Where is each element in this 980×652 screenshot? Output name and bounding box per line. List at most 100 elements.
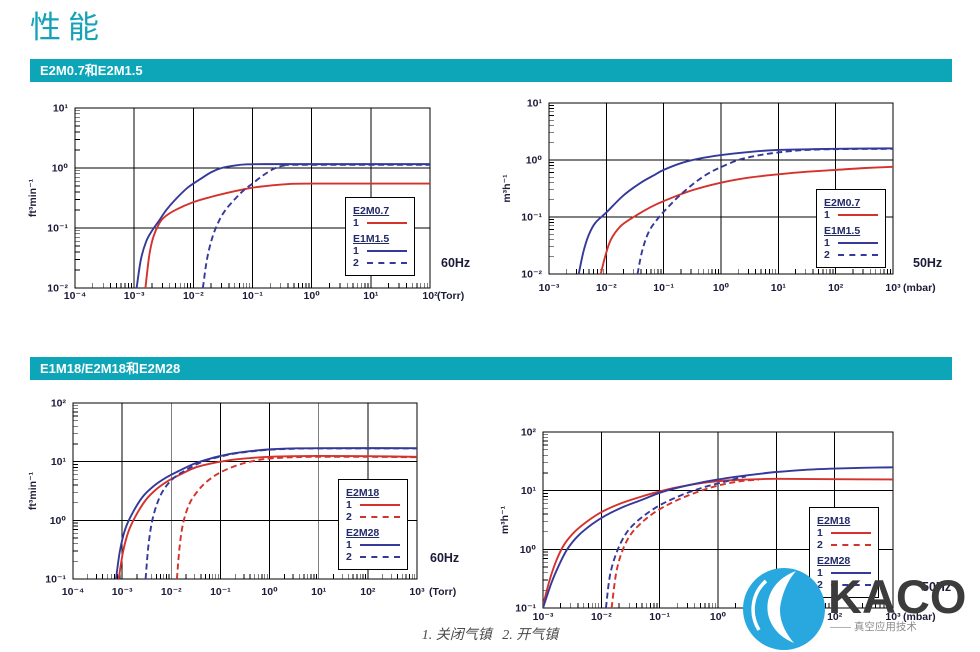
series-e2m0.7-1 [144, 182, 431, 289]
y-tick-label: 10⁰ [520, 544, 537, 556]
x-tick-label: 10⁻² [183, 290, 204, 302]
legend-title: E1M1.5 [353, 233, 390, 245]
page-title: 性能 [30, 10, 106, 45]
y-tick-label: 10¹ [51, 456, 67, 468]
legend-chart-3: E2M18 1 2 E2M28 1 2 [338, 479, 408, 570]
axis-labels: 10⁻³ 10⁻² 10⁻¹ 10⁰ 10¹ 10² 10³ (mbar)10¹10⁰10⁻¹… [501, 98, 936, 295]
x-tick-label: 10⁰ [713, 282, 730, 294]
legend-line-sample [831, 584, 871, 586]
series-group [115, 447, 418, 580]
y-tick-label: 10² [51, 398, 67, 410]
legend-title: E2M18 [817, 515, 851, 527]
legend-entry: 1 [353, 245, 407, 257]
x-tick-label: 10¹ [771, 282, 787, 294]
legend-title: E2M0.7 [353, 205, 390, 217]
y-axis-title: ft³min⁻¹ [27, 471, 39, 510]
legend-line-sample [360, 544, 400, 546]
legend-line-sample [360, 556, 400, 558]
legend-line-sample [360, 516, 400, 518]
x-tick-label: 10⁰ [710, 611, 727, 623]
legend-line-sample [367, 222, 407, 224]
x-unit-label: (Torr) [437, 290, 464, 302]
grid [72, 402, 418, 580]
x-tick-label: 10⁻³ [112, 586, 133, 598]
x-tick-label: 10² [827, 611, 843, 623]
legend-entry-label: 1 [824, 237, 830, 249]
x-tick-label: 10⁻¹ [653, 282, 674, 294]
legend-entry: 2 [824, 249, 878, 261]
x-unit-label: (mbar) [903, 282, 936, 294]
kaco-brand-text: KACO [828, 570, 967, 623]
legend-entry: 1 [353, 217, 407, 229]
legend-entry-label: 2 [824, 249, 830, 261]
legend-entry: 1 [817, 527, 871, 539]
x-tick-label: 10⁻² [596, 282, 617, 294]
legend-entry-label: 2 [346, 551, 352, 563]
legend-entry-label: 1 [353, 217, 359, 229]
legend-title: E2M18 [346, 487, 380, 499]
x-tick-label: 10¹ [363, 290, 379, 302]
legend-line-sample [838, 254, 878, 256]
chart-3: 10⁻⁴ 10⁻³ 10⁻² 10⁻¹ 10⁰ 10¹ 10² 10³ (Torr) 10² 10¹… [27, 398, 456, 599]
series-e2m18-1 [117, 455, 418, 580]
series-e2m18-1 [543, 477, 894, 606]
y-tick-label: 10⁻¹ [47, 223, 68, 235]
series-e2m28-2 [144, 447, 418, 580]
grid [548, 102, 894, 275]
legend-entry: 1 [817, 567, 871, 579]
legend-entry-label: 1 [346, 539, 352, 551]
x-tick-label: 10⁻² [591, 611, 612, 623]
legend-entry: 1 [346, 499, 400, 511]
legend-line-sample [831, 532, 871, 534]
series-e1m1.5-1 [135, 163, 430, 289]
legend-title: E1M1.5 [824, 225, 861, 237]
y-tick-label: 10⁻¹ [521, 212, 542, 224]
x-tick-label: 10² [360, 586, 376, 598]
legend-entry: 1 [824, 237, 878, 249]
series-e2m18-2 [175, 455, 418, 580]
kaco-logo: KACO —— 真空应用技术 [740, 567, 980, 652]
series-group [577, 147, 894, 275]
legend-entry-label: 2 [346, 511, 352, 523]
grid [542, 431, 894, 609]
x-tick-label: 10³ [885, 282, 901, 294]
kaco-logo-mark-icon [743, 568, 825, 650]
x-unit-label: (Torr) [429, 586, 456, 598]
series-e1m1.5-2 [201, 163, 431, 289]
kaco-tagline: —— 真空应用技术 [830, 621, 917, 633]
legend-line-sample [367, 250, 407, 252]
axis-labels: 10⁻⁴ 10⁻³ 10⁻² 10⁻¹ 10⁰ 10¹ 10² (Torr) 10¹ 10⁰ 10⁻… [27, 103, 464, 303]
legend-entry: 1 [346, 539, 400, 551]
legend-line-sample [360, 504, 400, 506]
legend-title: E2M28 [346, 527, 380, 539]
y-axis-title: m³h⁻¹ [499, 505, 511, 534]
legend-chart-1: E2M0.7 1 E1M1.5 1 2 [345, 197, 415, 276]
legend-entry: 2 [817, 579, 871, 591]
series-group [543, 466, 894, 609]
freq-label-chart-2: 50Hz [913, 256, 943, 270]
x-tick-label: 10² [422, 290, 438, 302]
legend-title: E2M28 [817, 555, 851, 567]
freq-label-chart-4: 50Hz [922, 580, 952, 594]
x-tick-label: 10³ [409, 586, 425, 598]
freq-label-chart-1: 60Hz [441, 256, 471, 270]
legend-line-sample [838, 214, 878, 216]
section-banner-e1m18-e2m18-e2m28: E1M18/E2M18和E2M28 [30, 357, 952, 380]
legend-entry-label: 1 [817, 527, 823, 539]
chart-2: 10⁻³ 10⁻² 10⁻¹ 10⁰ 10¹ 10² 10³ (mbar)10¹10⁰10⁻¹… [501, 98, 936, 295]
legend-chart-2: E2M0.7 1 E1M1.5 1 2 [816, 189, 886, 268]
y-tick-label: 10⁻² [47, 283, 68, 295]
x-tick-label: 10⁻³ [533, 611, 554, 623]
legend-entry-label: 1 [353, 245, 359, 257]
legend-entry-label: 2 [817, 579, 823, 591]
y-tick-label: 10⁻¹ [45, 574, 66, 586]
legend-entry: 2 [346, 551, 400, 563]
y-tick-label: 10⁻¹ [515, 603, 536, 615]
x-tick-label: 10⁻² [161, 586, 182, 598]
x-tick-label: 10³ [885, 611, 901, 623]
legend-line-sample [831, 572, 871, 574]
x-tick-label: 10¹ [311, 586, 327, 598]
legend-chart-4: E2M18 1 2 E2M28 1 2 [809, 507, 879, 598]
x-tick-label: 10⁻¹ [649, 611, 670, 623]
